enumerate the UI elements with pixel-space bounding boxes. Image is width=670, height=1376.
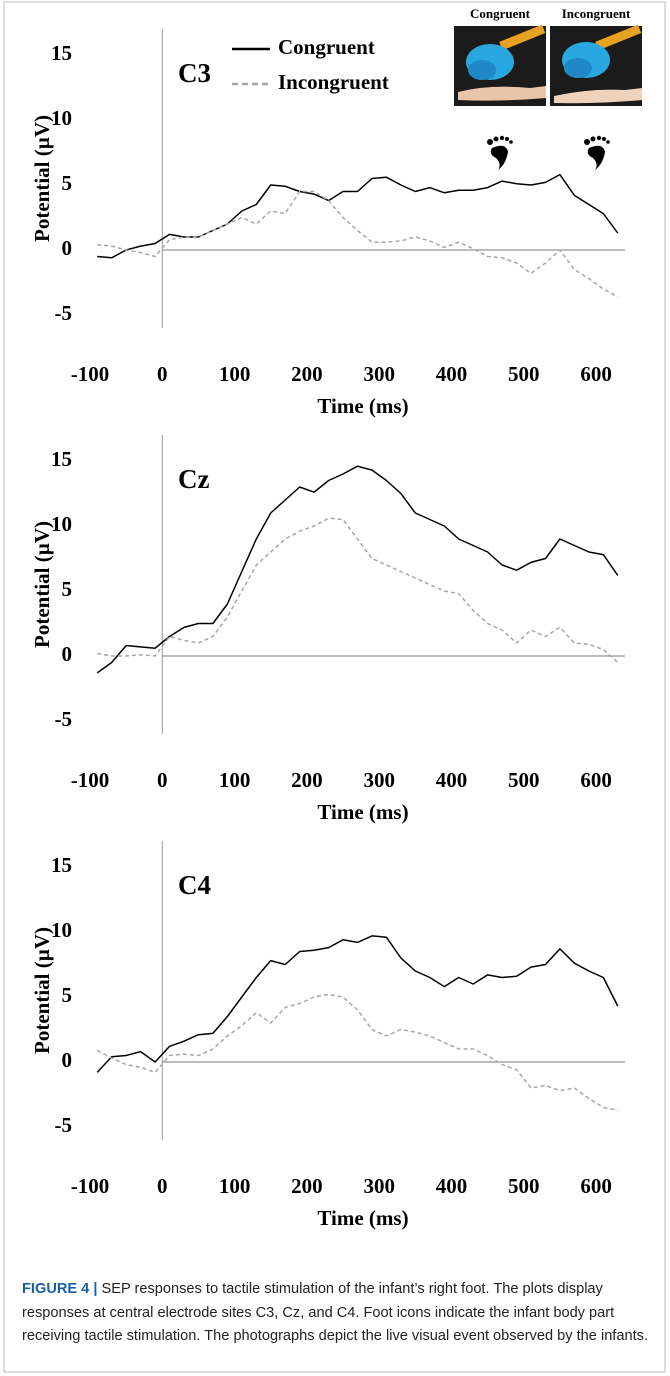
series-line bbox=[96, 993, 618, 1111]
legend-label: Congruent bbox=[278, 35, 375, 59]
caption-text: SEP responses to tactile stimulation of … bbox=[22, 1281, 648, 1344]
photo-incongruent bbox=[550, 24, 642, 106]
caption: FIGURE 4 | SEP responses to tactile stim… bbox=[22, 1278, 652, 1349]
x-tick-label: 500 bbox=[508, 362, 540, 386]
x-tick-label: 100 bbox=[219, 768, 251, 792]
series-line bbox=[97, 517, 619, 664]
x-tick-label: 600 bbox=[580, 768, 612, 792]
y-tick-label: -5 bbox=[55, 1113, 73, 1137]
series-line bbox=[96, 465, 619, 674]
y-axis-title: Potential (µV) bbox=[30, 927, 54, 1054]
x-tick-label: 100 bbox=[219, 1174, 251, 1198]
y-tick-label: 15 bbox=[51, 41, 72, 65]
x-tick-label: 200 bbox=[291, 362, 323, 386]
y-tick-label: 10 bbox=[51, 512, 72, 536]
foot-icon bbox=[487, 135, 513, 170]
x-tick-label: -100 bbox=[71, 1174, 110, 1198]
x-tick-label: 400 bbox=[436, 1174, 468, 1198]
panel-label: C4 bbox=[178, 870, 211, 900]
y-tick-label: 5 bbox=[62, 171, 73, 195]
y-tick-label: 15 bbox=[51, 447, 72, 471]
legend-label: Incongruent bbox=[278, 70, 389, 94]
y-tick-label: 0 bbox=[62, 642, 73, 666]
x-tick-label: 200 bbox=[291, 768, 323, 792]
x-tick-label: 500 bbox=[508, 1174, 540, 1198]
x-axis-title: Time (ms) bbox=[317, 800, 408, 824]
series-line bbox=[97, 173, 619, 259]
series-line bbox=[96, 935, 619, 1073]
x-tick-label: 400 bbox=[436, 362, 468, 386]
y-tick-label: 10 bbox=[51, 918, 72, 942]
y-axis-title: Potential (µV) bbox=[30, 115, 54, 242]
foot-icon bbox=[584, 135, 610, 170]
x-tick-label: 600 bbox=[580, 362, 612, 386]
x-tick-label: 100 bbox=[219, 362, 251, 386]
series-line bbox=[97, 190, 619, 298]
y-tick-label: -5 bbox=[55, 301, 73, 325]
photo-label: Incongruent bbox=[562, 6, 631, 21]
y-tick-label: 0 bbox=[62, 1048, 73, 1072]
frame bbox=[3, 1, 666, 1373]
x-tick-label: -100 bbox=[71, 768, 110, 792]
panel-label: C3 bbox=[178, 58, 211, 88]
x-tick-label: 0 bbox=[157, 1174, 168, 1198]
x-tick-label: 300 bbox=[363, 362, 395, 386]
photo-label: Congruent bbox=[470, 6, 531, 21]
x-tick-label: 300 bbox=[363, 1174, 395, 1198]
x-axis-title: Time (ms) bbox=[317, 394, 408, 418]
x-tick-label: 500 bbox=[508, 768, 540, 792]
y-axis-title: Potential (µV) bbox=[30, 521, 54, 648]
y-tick-label: 15 bbox=[51, 853, 72, 877]
panel-label: Cz bbox=[178, 464, 209, 494]
x-axis-title: Time (ms) bbox=[317, 1206, 408, 1230]
x-tick-label: 600 bbox=[580, 1174, 612, 1198]
y-tick-label: 5 bbox=[62, 983, 73, 1007]
y-tick-label: 5 bbox=[62, 577, 73, 601]
y-tick-label: 10 bbox=[51, 106, 72, 130]
x-tick-label: 200 bbox=[291, 1174, 323, 1198]
photo-congruent bbox=[454, 24, 546, 106]
x-tick-label: 0 bbox=[157, 768, 168, 792]
x-tick-label: 0 bbox=[157, 362, 168, 386]
y-tick-label: -5 bbox=[55, 707, 73, 731]
x-tick-label: 400 bbox=[436, 768, 468, 792]
y-tick-label: 0 bbox=[62, 236, 73, 260]
x-tick-label: 300 bbox=[363, 768, 395, 792]
x-tick-label: -100 bbox=[71, 362, 110, 386]
caption-label: FIGURE 4 | bbox=[22, 1281, 98, 1297]
